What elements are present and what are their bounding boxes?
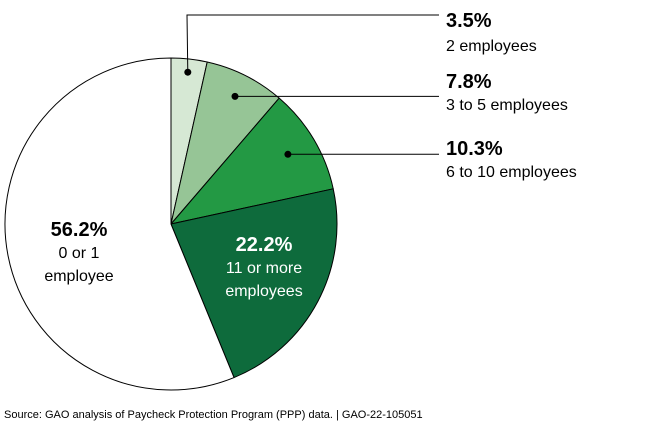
pie-slices xyxy=(4,57,338,391)
slice-percent-label: 22.2% xyxy=(236,234,293,256)
slice-description-label: 3 to 5 employees xyxy=(446,97,568,114)
pie-slice xyxy=(170,188,338,379)
pie-slice xyxy=(170,97,334,225)
slice-description-label: 0 or 1 xyxy=(59,245,100,262)
slice-percent-label: 3.5% xyxy=(446,10,492,32)
slice-description-label: employees xyxy=(225,283,302,300)
source-note: Source: GAO analysis of Paycheck Protect… xyxy=(4,409,423,421)
leader-dot xyxy=(231,92,239,100)
slice-description-label: 6 to 10 employees xyxy=(446,164,577,181)
slice-description-label: employee xyxy=(44,268,113,285)
pie-slice xyxy=(4,57,235,391)
slice-percent-label: 56.2% xyxy=(51,219,108,241)
leader-dot xyxy=(184,68,192,76)
leader-dot xyxy=(284,150,292,158)
slice-description-label: 11 or more xyxy=(226,260,302,277)
slice-description-label: 2 employees xyxy=(446,38,537,55)
slice-labels: 3.5% 2 employees 7.8% 3 to 5 employees 10.3%… xyxy=(44,10,576,300)
slice-percent-label: 7.8% xyxy=(446,71,492,93)
leader-line xyxy=(186,14,439,73)
leader-lines xyxy=(184,14,439,158)
slice-percent-label: 10.3% xyxy=(446,138,503,160)
